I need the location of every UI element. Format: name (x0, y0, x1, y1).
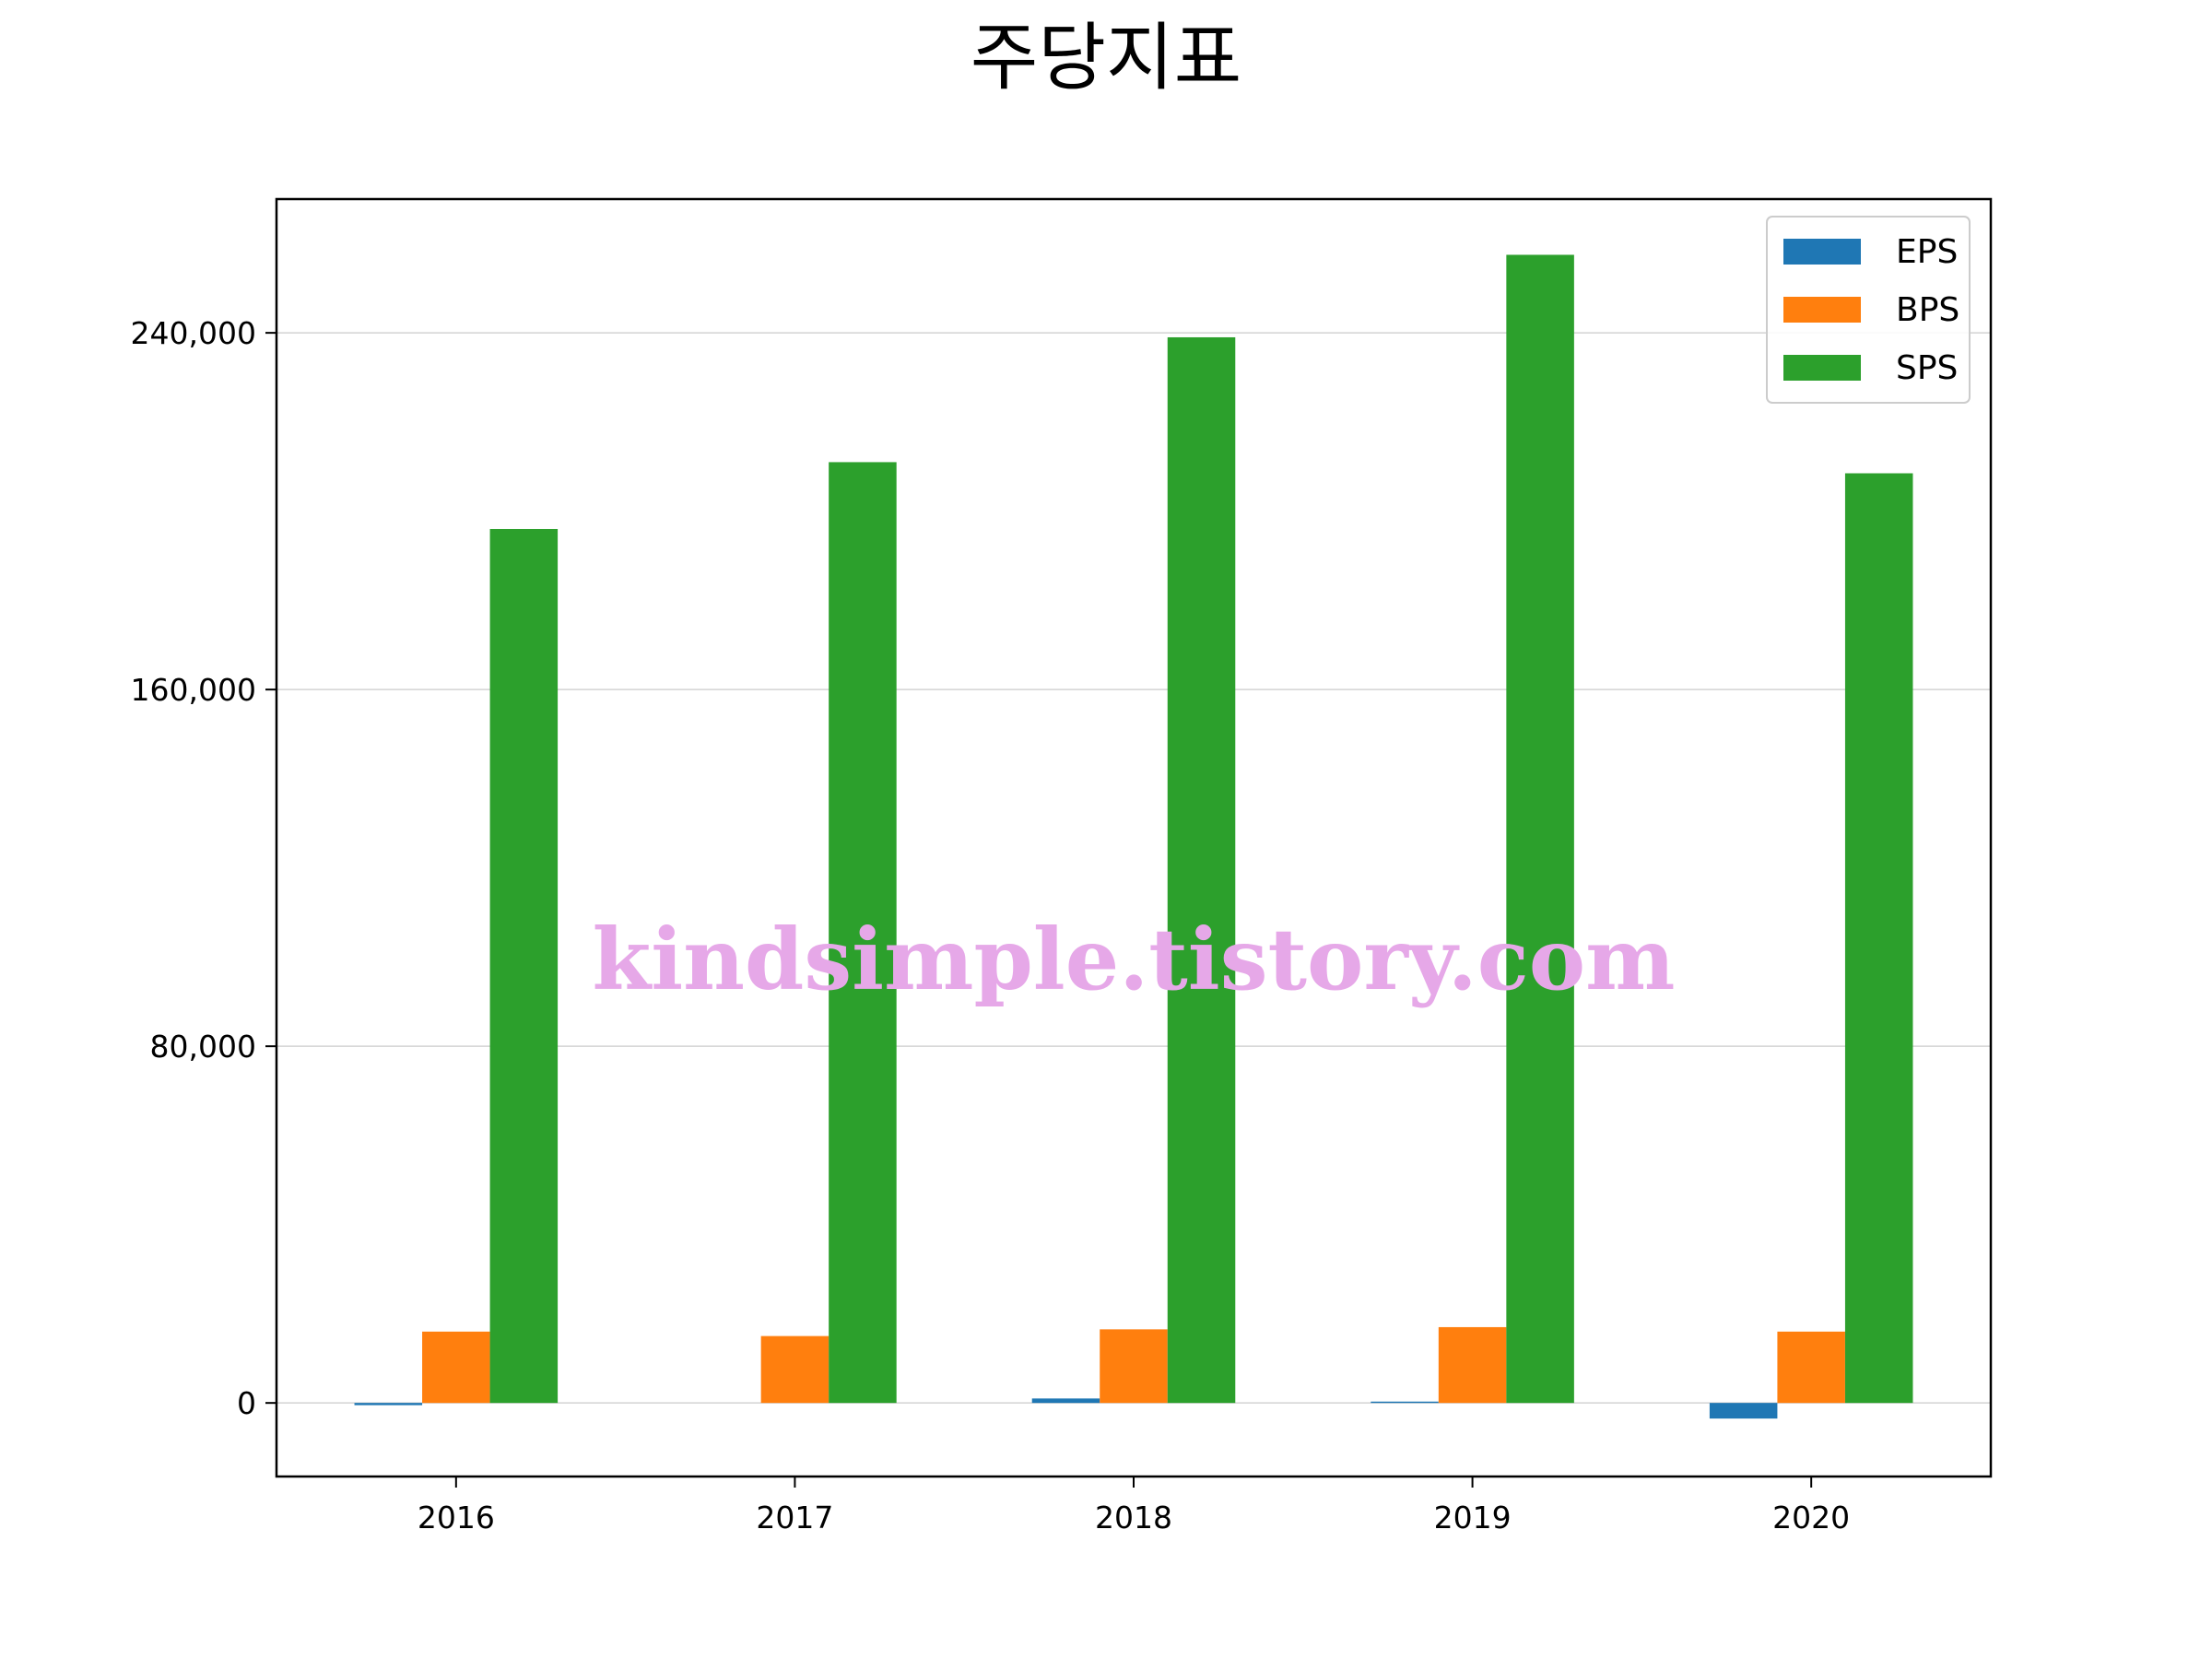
x-tick-label: 2018 (1095, 1500, 1172, 1535)
bar-sps-2016 (489, 528, 559, 1404)
bar-bps-2018 (1100, 1329, 1168, 1404)
x-tick-label: 2020 (1772, 1500, 1850, 1535)
x-tick-label: 2017 (756, 1500, 833, 1535)
legend-swatch-bps (1783, 297, 1861, 323)
legend: EPS BPS SPS (1766, 216, 1971, 404)
bar-bps-2016 (422, 1331, 490, 1404)
y-tick-label: 240,000 (131, 315, 256, 351)
legend-swatch-sps (1783, 355, 1861, 381)
legend-label-bps: BPS (1896, 291, 1959, 329)
bar-sps-2017 (829, 462, 897, 1404)
bar-eps-2019 (1371, 1401, 1439, 1404)
bars (354, 254, 1913, 1419)
bar-bps-2020 (1777, 1331, 1845, 1404)
x-tick-label: 2016 (418, 1500, 495, 1535)
bar-eps-2016 (354, 1403, 423, 1406)
bar-sps-2018 (1167, 336, 1236, 1404)
chart-title: 주당지표 (971, 15, 1241, 100)
legend-label-eps: EPS (1896, 233, 1958, 271)
y-tick-label: 80,000 (150, 1029, 256, 1065)
bar-eps-2018 (1031, 1398, 1100, 1404)
bar-bps-2019 (1438, 1326, 1507, 1404)
bar-sps-2019 (1506, 254, 1574, 1404)
y-tick-label: 0 (237, 1385, 256, 1421)
watermark-text: kindsimple.tistory.com (592, 910, 1675, 1009)
bar-eps-2020 (1709, 1403, 1778, 1419)
legend-label-sps: SPS (1896, 349, 1958, 387)
bar-bps-2017 (760, 1335, 830, 1404)
x-tick-label: 2019 (1434, 1500, 1512, 1535)
y-axis-ticks: 0 80,000 160,000 240,000 (131, 315, 276, 1421)
x-axis-ticks: 2016 2017 2018 2019 2020 (418, 1477, 1850, 1535)
bar-sps-2020 (1844, 473, 1913, 1404)
legend-swatch-eps (1783, 239, 1861, 265)
y-tick-label: 160,000 (131, 672, 256, 708)
